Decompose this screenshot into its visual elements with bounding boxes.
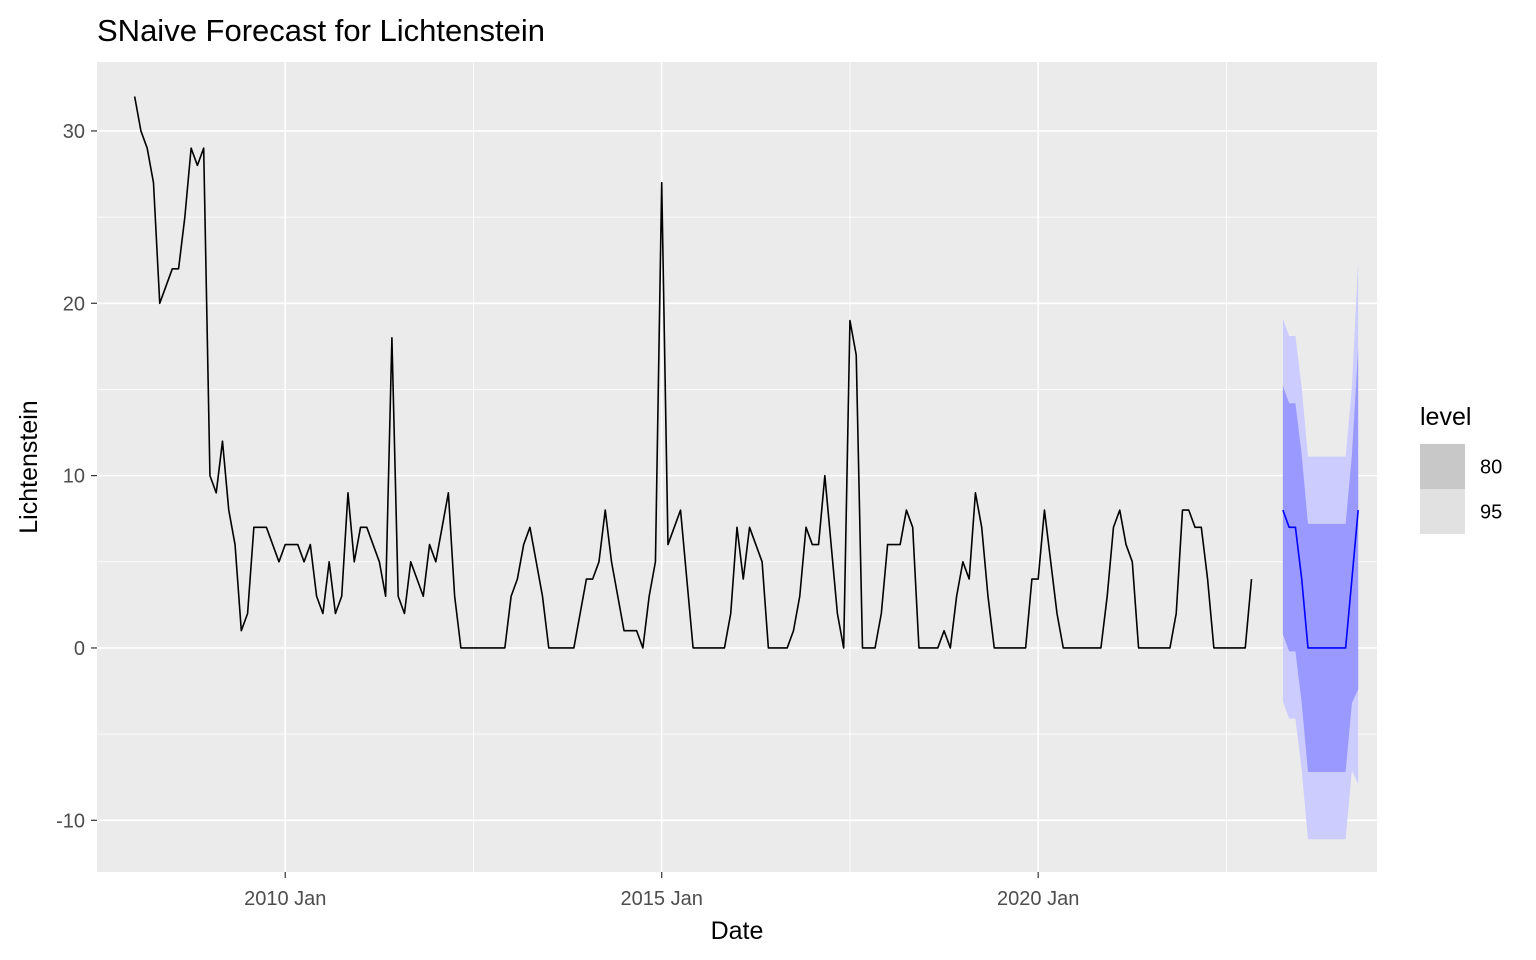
legend-key-95 — [1420, 489, 1465, 534]
plot-background — [97, 62, 1377, 872]
x-tick-label: 2015 Jan — [621, 888, 703, 910]
chart-title: SNaive Forecast for Lichtenstein — [97, 13, 545, 48]
y-axis: -10 0 10 20 30 — [56, 121, 97, 832]
grid-minor — [97, 62, 1377, 872]
forecast-band-80 — [1282, 348, 1359, 773]
y-tick-label: -10 — [56, 810, 85, 832]
series-line-history — [133, 96, 1253, 649]
y-tick-label: 30 — [63, 121, 85, 143]
series-line-forecast — [1282, 509, 1359, 649]
y-tick-label: 20 — [63, 293, 85, 315]
series-lines — [133, 96, 1359, 649]
x-axis: 2010 Jan 2015 Jan 2020 Jan — [244, 872, 1079, 910]
y-tick-label: 10 — [63, 466, 85, 488]
legend-title: level — [1420, 403, 1471, 431]
forecast-bands — [1282, 260, 1359, 840]
y-axis-title: Lichtenstein — [15, 400, 43, 533]
x-axis-title: Date — [711, 917, 764, 945]
legend-label: 80 — [1480, 457, 1502, 479]
legend: level 80 95 — [1420, 403, 1502, 534]
legend-label: 95 — [1480, 502, 1502, 524]
x-tick-label: 2020 Jan — [997, 888, 1079, 910]
y-tick-label: 0 — [74, 638, 85, 660]
x-tick-label: 2010 Jan — [244, 888, 326, 910]
legend-key-80 — [1420, 444, 1465, 489]
